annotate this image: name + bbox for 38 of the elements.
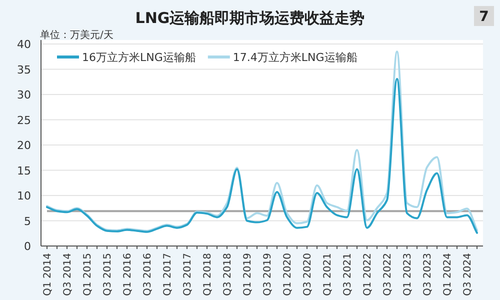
- x-tick-label: Q1 2018: [202, 253, 214, 296]
- x-tick-label: Q3 2022: [382, 253, 394, 296]
- line-series: [46, 78, 478, 234]
- x-tick-label: Q3 2014: [62, 253, 74, 296]
- x-tick-label: Q3 2017: [182, 253, 194, 296]
- y-tick-label: 5: [24, 214, 31, 228]
- y-tick-label: 30: [17, 88, 31, 102]
- chart-title: LNG运输船即期市场运费收益走势: [135, 9, 365, 27]
- legend-label: 17.4万立方米LNG运输船: [232, 51, 358, 64]
- x-tick-label: Q3 2024: [462, 253, 474, 296]
- y-tick-label: 10: [17, 190, 31, 202]
- x-tick-label: Q1 2024: [442, 253, 454, 296]
- x-tick-label: Q1 2016: [122, 253, 134, 296]
- text: 7: [479, 9, 489, 25]
- x-tick-label: Q3 2023: [422, 253, 434, 296]
- y-tick-label: 25: [17, 114, 31, 127]
- y-tick-label: 20: [17, 139, 31, 152]
- x-tick-label: Q1 2020: [282, 253, 294, 296]
- x-tick-label: Q3 2018: [222, 253, 234, 296]
- x-tick-label: Q3 2015: [102, 253, 114, 296]
- x-tick-label: Q3 2020: [302, 253, 314, 296]
- y-tick-label: 15: [17, 164, 31, 178]
- line-series: [46, 50, 478, 232]
- y-tick-label: 40: [17, 38, 31, 51]
- x-tick-label: Q1 2022: [362, 253, 374, 296]
- x-tick-label: Q1 2021: [322, 253, 334, 296]
- x-tick-label: Q1 2019: [242, 253, 254, 296]
- legend-label: 16万立方米LNG运输船: [82, 51, 196, 64]
- x-tick-label: Q1 2014: [42, 253, 54, 296]
- y-tick-label: 35: [17, 63, 31, 76]
- x-tick-label: Q1 2023: [402, 253, 414, 296]
- y-axis-title: 单位：万美元/天: [40, 29, 114, 41]
- x-tick-label: Q1 2017: [162, 253, 174, 296]
- x-tick-label: Q3 2016: [142, 253, 154, 296]
- y-tick-label: 0: [24, 240, 31, 253]
- x-tick-label: Q3 2019: [262, 253, 274, 296]
- x-tick-label: Q1 2015: [82, 253, 94, 296]
- x-tick-label: Q3 2021: [342, 253, 354, 296]
